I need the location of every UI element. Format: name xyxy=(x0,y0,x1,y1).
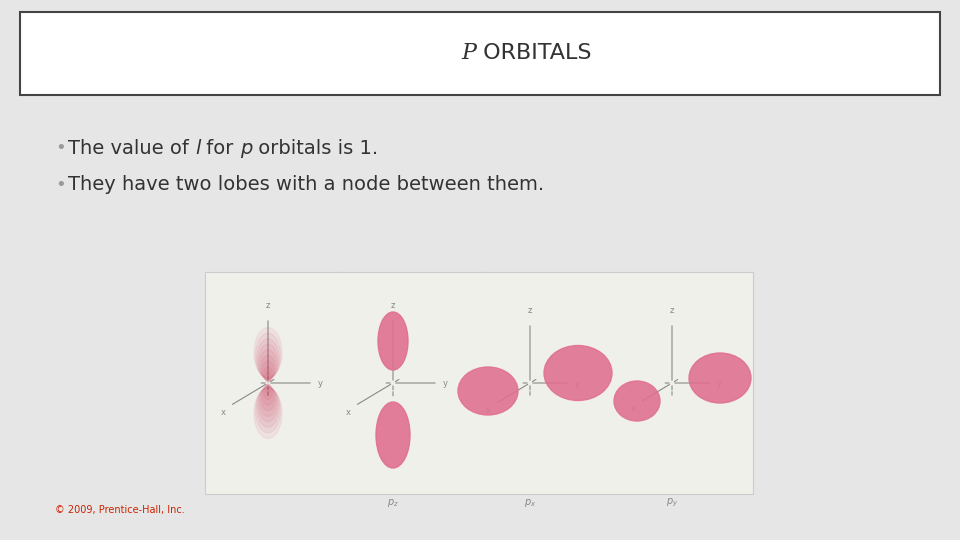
Ellipse shape xyxy=(689,353,751,403)
Text: z: z xyxy=(528,306,532,315)
Ellipse shape xyxy=(264,366,273,381)
Text: © 2009, Prentice-Hall, Inc.: © 2009, Prentice-Hall, Inc. xyxy=(55,505,184,515)
Ellipse shape xyxy=(257,339,279,379)
Ellipse shape xyxy=(261,386,275,411)
Text: z: z xyxy=(266,301,270,310)
Ellipse shape xyxy=(255,388,280,433)
Text: y: y xyxy=(717,379,722,388)
Ellipse shape xyxy=(261,355,275,380)
Ellipse shape xyxy=(262,361,274,381)
Text: x: x xyxy=(221,408,226,417)
Ellipse shape xyxy=(258,344,277,379)
Ellipse shape xyxy=(267,383,270,389)
Text: They have two lobes with a node between them.: They have two lobes with a node between … xyxy=(68,176,544,194)
Text: $p_x$: $p_x$ xyxy=(524,497,536,509)
Ellipse shape xyxy=(254,388,282,438)
Ellipse shape xyxy=(544,346,612,401)
Text: y: y xyxy=(575,379,580,388)
Text: for: for xyxy=(201,138,240,158)
Text: •: • xyxy=(55,176,65,194)
Text: ORBITALS: ORBITALS xyxy=(476,43,591,63)
Ellipse shape xyxy=(458,367,518,415)
Text: The value of: The value of xyxy=(68,138,195,158)
Ellipse shape xyxy=(614,381,660,421)
Ellipse shape xyxy=(376,402,410,468)
Ellipse shape xyxy=(259,386,276,416)
Ellipse shape xyxy=(378,312,408,370)
Ellipse shape xyxy=(255,333,280,378)
Ellipse shape xyxy=(262,385,274,405)
Text: •: • xyxy=(55,139,65,157)
Ellipse shape xyxy=(265,372,271,382)
Text: x: x xyxy=(486,406,491,415)
Ellipse shape xyxy=(257,387,279,427)
Text: y: y xyxy=(443,379,448,388)
Ellipse shape xyxy=(258,387,277,422)
Bar xyxy=(205,272,753,494)
Ellipse shape xyxy=(264,384,273,400)
Text: x: x xyxy=(631,404,636,413)
Text: l: l xyxy=(195,138,201,158)
Ellipse shape xyxy=(267,377,270,382)
Text: P: P xyxy=(461,42,476,64)
Ellipse shape xyxy=(259,350,276,380)
Text: z: z xyxy=(670,306,674,315)
Text: z: z xyxy=(391,301,396,310)
Text: $p_z$: $p_z$ xyxy=(387,497,399,509)
Text: x: x xyxy=(346,408,351,417)
Text: orbitals is 1.: orbitals is 1. xyxy=(252,138,378,158)
Text: p: p xyxy=(240,138,252,158)
Text: y: y xyxy=(318,379,323,388)
Text: $p_y$: $p_y$ xyxy=(666,497,678,509)
Ellipse shape xyxy=(254,328,282,377)
Bar xyxy=(20,12,940,95)
Ellipse shape xyxy=(265,384,271,394)
